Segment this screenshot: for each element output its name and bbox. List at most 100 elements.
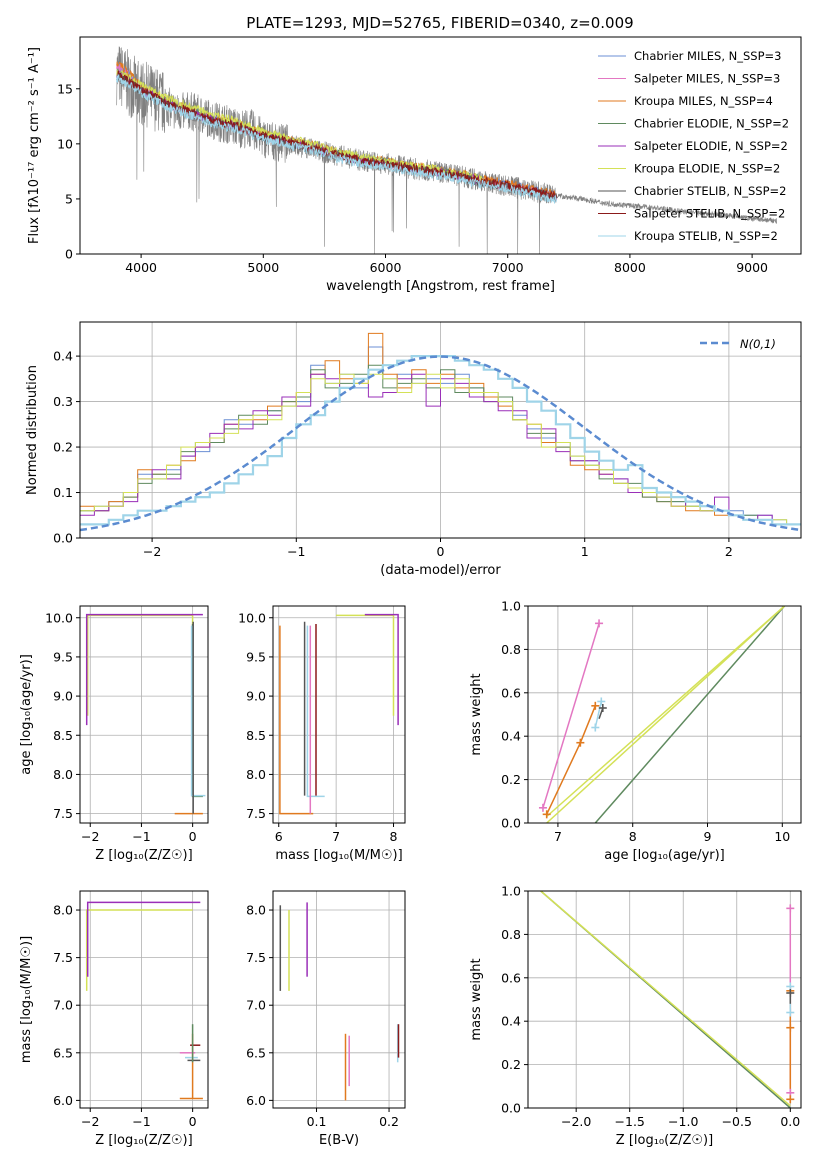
plus-marker (595, 619, 604, 628)
y-tick-label: 0.8 (501, 642, 521, 657)
y-tick-label: 8.5 (53, 728, 73, 743)
legend-label: N(0,1) (740, 337, 776, 351)
x-tick-label: 10 (774, 829, 790, 844)
y-axis-label: mass [log₁₀(M/M☉)] (19, 936, 34, 1063)
model-series-line (116, 68, 484, 183)
y-axis-label: Normed distribution (25, 365, 40, 495)
legend-label: Salpeter ELODIE, N_SSP=2 (634, 139, 788, 153)
x-tick-label: 8000 (614, 260, 646, 275)
x-tick-label: 0 (437, 544, 445, 559)
gaussian-reference-line (80, 355, 801, 532)
y-tick-label: 0.4 (501, 729, 521, 744)
figure-title: PLATE=1293, MJD=52765, FIBERID=0340, z=0… (246, 14, 633, 32)
y-axis-label: age [log₁₀(age/yr)] (19, 654, 34, 775)
data-path (190, 625, 206, 797)
model-series-line (116, 70, 558, 201)
x-tick-label: 0.2 (379, 1114, 399, 1129)
y-tick-label: 7.5 (246, 806, 266, 821)
y-tick-label: 10.0 (45, 610, 73, 625)
x-tick-label: −1.0 (668, 1114, 698, 1129)
x-tick-label: 5000 (247, 260, 279, 275)
x-tick-label: 9000 (736, 260, 768, 275)
y-tick-label: 7.5 (53, 950, 73, 965)
x-axis-label: Z [log₁₀(Z/Z☉)] (95, 1133, 192, 1148)
x-tick-label: 0.1 (307, 1114, 327, 1129)
x-tick-label: 4000 (125, 260, 157, 275)
model-series-line (116, 74, 558, 204)
plus-marker (786, 1023, 795, 1032)
x-axis-label: mass [log₁₀(M/M☉)] (275, 848, 402, 863)
x-tick-label: −2.0 (561, 1114, 591, 1129)
y-tick-label: 9.5 (246, 649, 266, 664)
y-tick-label: 8.0 (246, 767, 266, 782)
plus-marker (542, 810, 551, 819)
legend-label: Chabrier ELODIE, N_SSP=2 (634, 117, 789, 131)
axes-frame (79, 36, 802, 255)
y-tick-label: 0.2 (501, 772, 521, 787)
y-tick-label: 5 (65, 191, 73, 206)
x-tick-label: 8 (390, 829, 398, 844)
axes-frame (79, 605, 209, 824)
y-tick-label: 0.0 (501, 816, 521, 831)
axes-frame (527, 890, 802, 1109)
y-tick-label: 8.0 (246, 903, 266, 918)
plot-area (85, 901, 203, 1100)
x-tick-label: 1 (581, 544, 589, 559)
plus-marker (576, 738, 585, 747)
x-tick-label: −2 (81, 1114, 99, 1129)
legend-label: Chabrier STELIB, N_SSP=2 (634, 184, 786, 198)
x-axis-label: E(B-V) (319, 1133, 359, 1148)
y-tick-label: 1.0 (501, 599, 521, 614)
legend-label: Kroupa STELIB, N_SSP=2 (634, 229, 778, 243)
legend: N(0,1) (700, 337, 776, 351)
x-tick-label: −1 (132, 829, 150, 844)
axes-frame (527, 605, 802, 824)
legend-label: Kroupa ELODIE, N_SSP=2 (634, 162, 780, 176)
y-tick-label: 0 (65, 247, 73, 262)
x-tick-label: 7 (554, 829, 562, 844)
y-tick-label: 9.5 (53, 649, 73, 664)
y-tick-label: 0.3 (53, 394, 73, 409)
x-tick-label: 6 (275, 829, 283, 844)
y-tick-label: 0.2 (501, 1057, 521, 1072)
y-tick-label: 6.0 (53, 1093, 73, 1108)
data-path (306, 625, 325, 798)
plus-marker (786, 988, 795, 997)
y-tick-label: 0.6 (501, 685, 521, 700)
plus-marker (786, 1008, 795, 1017)
x-tick-label: 8 (629, 829, 637, 844)
y-tick-label: 0.6 (501, 970, 521, 985)
legend-label: Chabrier MILES, N_SSP=3 (634, 49, 781, 63)
plus-marker (598, 703, 607, 712)
y-tick-label: 0.8 (501, 927, 521, 942)
x-axis-label: Z [log₁₀(Z/Z☉)] (616, 1133, 713, 1148)
y-axis-label: mass weight (469, 958, 484, 1040)
data-path (594, 701, 603, 728)
data-path (542, 623, 600, 809)
plot-area (116, 46, 777, 254)
y-tick-label: 1.0 (501, 884, 521, 899)
panel-weight-vs-age: 7 8 9 10 0.0 0.2 0.4 0.6 0.8 1.0 age [log₁₀(age/yr… (469, 599, 802, 863)
y-tick-label: 0.2 (53, 440, 73, 455)
y-tick-label: 8.5 (246, 728, 266, 743)
panel-age-vs-mass: 6 7 8 7.5 8.0 8.5 9.0 9.5 10.0 mass [log₁₀(M/M☉)] (238, 605, 406, 863)
panel-age-vs-Z: −2 −1 0 7.5 8.0 8.5 9.0 9.5 10.0 Z [log₁₀(Z/Z☉)] a… (19, 605, 209, 863)
y-tick-label: 6.5 (53, 1045, 73, 1060)
x-tick-label: 9 (704, 829, 712, 844)
y-tick-label: 9.0 (246, 689, 266, 704)
plot-area (279, 613, 399, 815)
y-tick-label: 0.0 (53, 531, 73, 546)
x-tick-label: 7000 (492, 260, 524, 275)
plus-marker (538, 803, 547, 812)
data-path (364, 613, 399, 726)
y-tick-label: 6.0 (246, 1093, 266, 1108)
x-tick-label: 0.0 (780, 1114, 800, 1129)
panel-residuals: −2 −1 0 1 2 0.0 0.1 0.2 0.3 0.4 (data-model)/error… (25, 321, 802, 578)
y-tick-label: 7.5 (53, 806, 73, 821)
plus-marker (591, 701, 600, 710)
y-tick-label: 0.1 (53, 485, 73, 500)
y-tick-label: 0.4 (53, 349, 73, 364)
y-tick-label: 7.0 (246, 998, 266, 1013)
x-tick-label: −1.5 (615, 1114, 645, 1129)
